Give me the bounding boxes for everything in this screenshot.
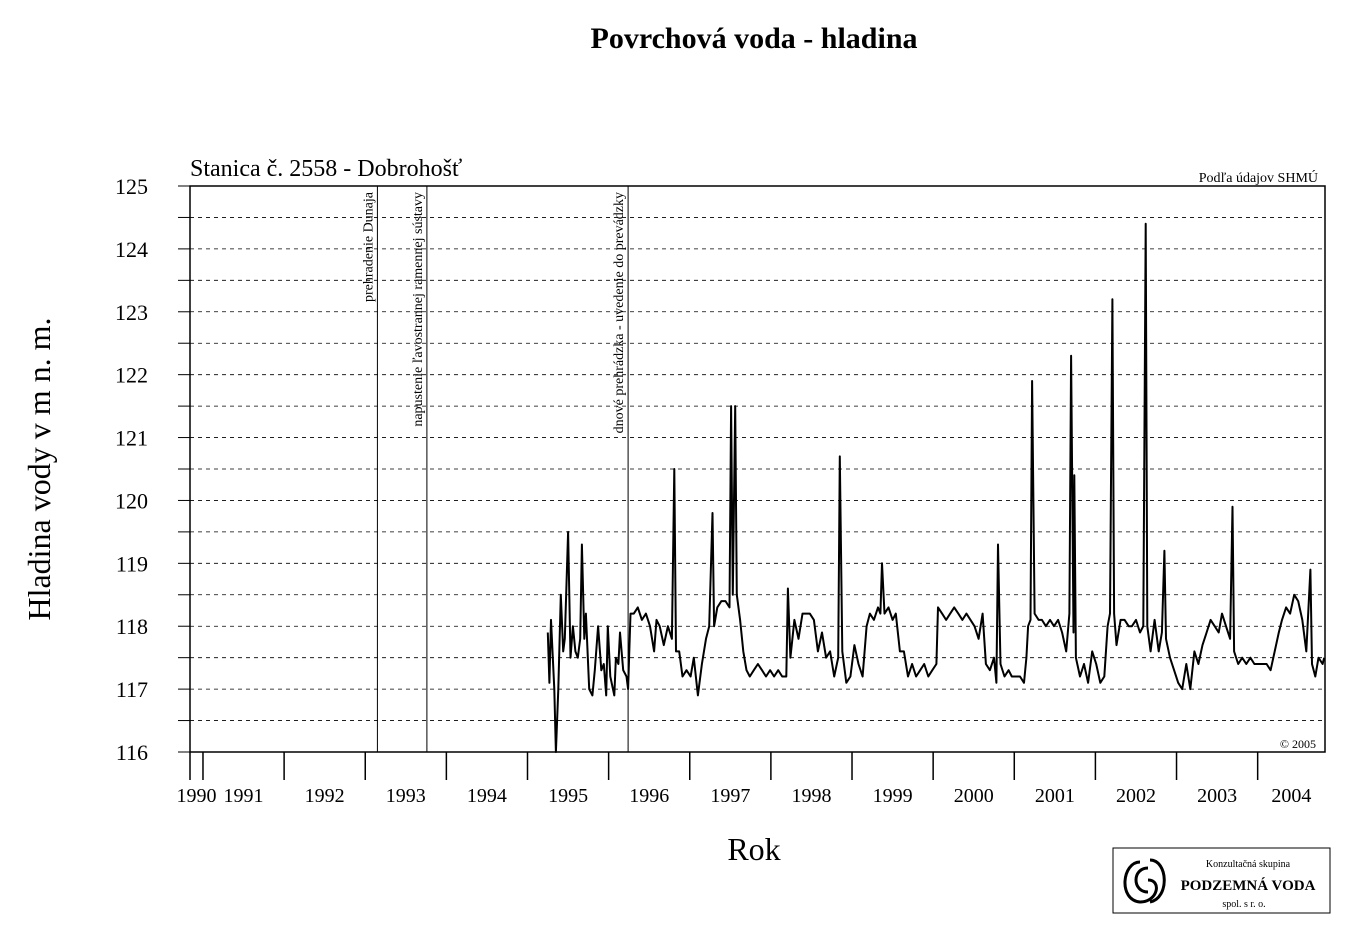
data-line — [546, 222, 1326, 753]
x-axis-label: Rok — [727, 831, 780, 867]
logo-icon — [1123, 858, 1166, 904]
plot-frame — [189, 185, 1326, 753]
y-tick-label: 122 — [115, 363, 148, 388]
logo-frame — [1112, 847, 1331, 914]
x-tick-label: 2003 — [1197, 785, 1237, 807]
y-tick-label: 116 — [116, 740, 148, 765]
copyright: © 2005 — [1280, 737, 1316, 751]
subtitle: Stanica č. 2558 - Dobrohošť — [190, 156, 462, 182]
x-tick-label: 1994 — [467, 785, 507, 807]
logo-line3: spol. s r. o. — [1222, 899, 1265, 910]
x-tick-label: 2002 — [1116, 785, 1156, 807]
event-label: dnové prehrádzka - uvedenie do prevádzky — [612, 192, 627, 433]
x-tick-label: 1998 — [791, 785, 831, 807]
chart-title: Povrchová voda - hladina — [591, 22, 918, 55]
x-tick-label: 1995 — [548, 785, 588, 807]
event-label: prehradenie Dunaja — [361, 191, 376, 302]
x-tick-label: 1997 — [710, 785, 750, 807]
y-tick-label: 125 — [115, 174, 148, 199]
logo: Konzultačná skupina PODZEMNÁ VODA spol. … — [1112, 847, 1331, 914]
x-tick-label: 1993 — [386, 785, 426, 807]
x-tick-label: 2004 — [1271, 785, 1311, 807]
logo-line1: Konzultačná skupina — [1206, 859, 1291, 870]
x-tick-label: 1991 — [224, 785, 264, 807]
y-axis-label: Hladina vody v m n. m. — [21, 317, 57, 620]
y-tick-label: 120 — [115, 488, 148, 513]
source: Podľa údajov SHMÚ — [1199, 169, 1318, 186]
y-tick-label: 123 — [115, 300, 148, 325]
y-tick-label: 124 — [115, 237, 148, 262]
x-tick-label: 1992 — [305, 785, 345, 807]
x-tick-label: 2001 — [1035, 785, 1075, 807]
y-tick-label: 117 — [116, 677, 148, 702]
x-tick-label: 2000 — [954, 785, 994, 807]
event-label: napustenie ľavostrannej ramennej sústavy — [411, 192, 426, 427]
y-tick-label: 119 — [116, 551, 148, 576]
x-tick-label: 1996 — [629, 785, 669, 807]
x-tick-label: 1990 — [176, 785, 216, 807]
y-tick-label: 118 — [116, 614, 148, 639]
x-tick-label: 1999 — [873, 785, 913, 807]
y-tick-label: 121 — [115, 426, 148, 451]
logo-line2: PODZEMNÁ VODA — [1181, 877, 1316, 894]
